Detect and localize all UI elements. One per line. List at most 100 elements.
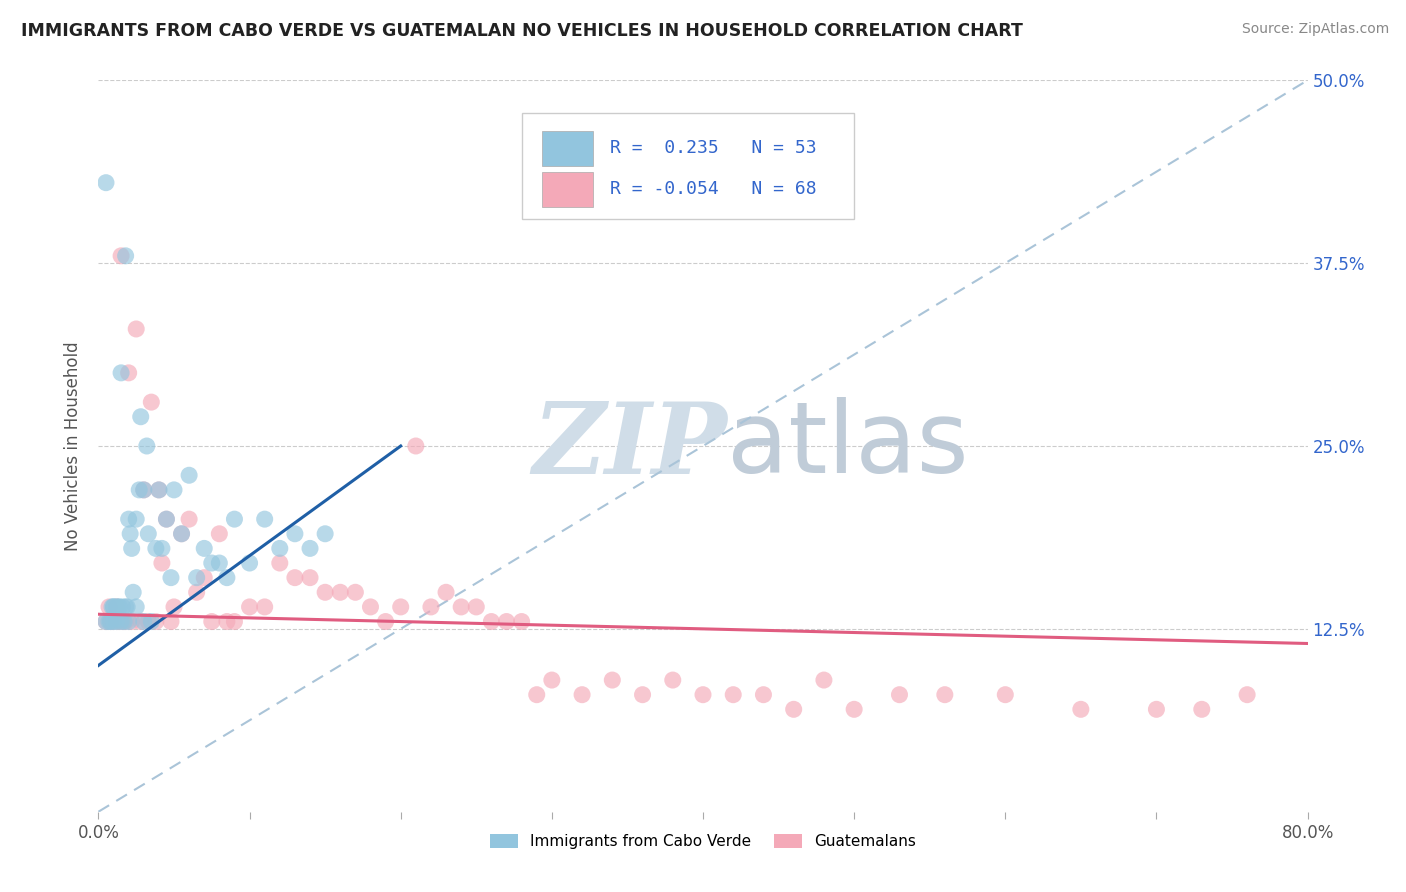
Point — [299, 541, 322, 556]
Point — [602, 673, 624, 687]
Point — [208, 556, 231, 570]
Point — [120, 526, 142, 541]
Point — [329, 585, 352, 599]
Point — [692, 688, 714, 702]
Point — [269, 541, 291, 556]
Point — [141, 615, 163, 629]
Point — [150, 556, 173, 570]
Point — [114, 249, 136, 263]
Point — [155, 512, 177, 526]
Point — [132, 483, 155, 497]
Point — [125, 322, 148, 336]
FancyBboxPatch shape — [543, 131, 593, 166]
Point — [360, 599, 382, 614]
Point — [129, 409, 152, 424]
Point — [118, 512, 141, 526]
Point — [121, 615, 143, 629]
Point — [108, 599, 131, 614]
Point — [105, 599, 128, 614]
Point — [114, 599, 136, 614]
Text: R =  0.235   N = 53: R = 0.235 N = 53 — [610, 139, 817, 157]
Point — [344, 585, 367, 599]
Point — [98, 599, 121, 614]
Point — [889, 688, 911, 702]
Point — [145, 615, 167, 629]
Point — [110, 615, 132, 629]
Point — [215, 615, 238, 629]
Point — [155, 512, 177, 526]
Point — [115, 599, 138, 614]
Point — [465, 599, 488, 614]
Point — [389, 599, 412, 614]
Text: R = -0.054   N = 68: R = -0.054 N = 68 — [610, 180, 817, 198]
Point — [208, 526, 231, 541]
Point — [145, 541, 167, 556]
Point — [163, 483, 186, 497]
Point — [994, 688, 1017, 702]
Point — [136, 615, 159, 629]
Point — [107, 599, 129, 614]
Point — [148, 483, 170, 497]
Y-axis label: No Vehicles in Household: No Vehicles in Household — [65, 341, 83, 551]
Point — [239, 556, 262, 570]
Text: Source: ZipAtlas.com: Source: ZipAtlas.com — [1241, 22, 1389, 37]
Point — [269, 556, 291, 570]
Text: atlas: atlas — [727, 398, 969, 494]
Point — [132, 483, 155, 497]
Point — [239, 599, 262, 614]
Point — [100, 615, 122, 629]
Point — [105, 615, 128, 629]
Point — [94, 615, 117, 629]
Point — [1070, 702, 1092, 716]
Point — [1144, 702, 1167, 716]
Point — [118, 615, 141, 629]
Point — [125, 512, 148, 526]
Point — [405, 439, 427, 453]
Point — [163, 599, 186, 614]
Point — [374, 615, 396, 629]
Point — [224, 615, 246, 629]
Point — [170, 526, 193, 541]
Point — [105, 599, 128, 614]
Point — [111, 599, 134, 614]
Point — [510, 615, 533, 629]
Point — [101, 599, 124, 614]
Point — [141, 395, 163, 409]
Point — [112, 615, 135, 629]
Point — [179, 512, 201, 526]
Point — [723, 688, 745, 702]
Point — [136, 526, 159, 541]
Point — [103, 615, 125, 629]
Point — [114, 615, 136, 629]
Point — [110, 366, 132, 380]
Point — [661, 673, 683, 687]
Point — [495, 615, 517, 629]
Point — [94, 176, 117, 190]
Point — [1191, 702, 1213, 716]
Point — [193, 541, 215, 556]
Legend: Immigrants from Cabo Verde, Guatemalans: Immigrants from Cabo Verde, Guatemalans — [484, 828, 922, 855]
Point — [121, 541, 143, 556]
Text: IMMIGRANTS FROM CABO VERDE VS GUATEMALAN NO VEHICLES IN HOUSEHOLD CORRELATION CH: IMMIGRANTS FROM CABO VERDE VS GUATEMALAN… — [21, 22, 1024, 40]
Point — [179, 468, 201, 483]
Point — [111, 615, 134, 629]
FancyBboxPatch shape — [522, 113, 855, 219]
Point — [299, 571, 322, 585]
Point — [752, 688, 775, 702]
Point — [201, 556, 224, 570]
Point — [129, 615, 152, 629]
Point — [170, 526, 193, 541]
Point — [224, 512, 246, 526]
Point — [186, 571, 208, 585]
Point — [314, 526, 336, 541]
Point — [103, 615, 125, 629]
FancyBboxPatch shape — [543, 171, 593, 207]
Point — [125, 599, 148, 614]
Point — [253, 512, 276, 526]
Point — [122, 585, 145, 599]
Point — [783, 702, 806, 716]
Point — [94, 615, 117, 629]
Point — [314, 585, 336, 599]
Point — [1236, 688, 1258, 702]
Point — [215, 571, 238, 585]
